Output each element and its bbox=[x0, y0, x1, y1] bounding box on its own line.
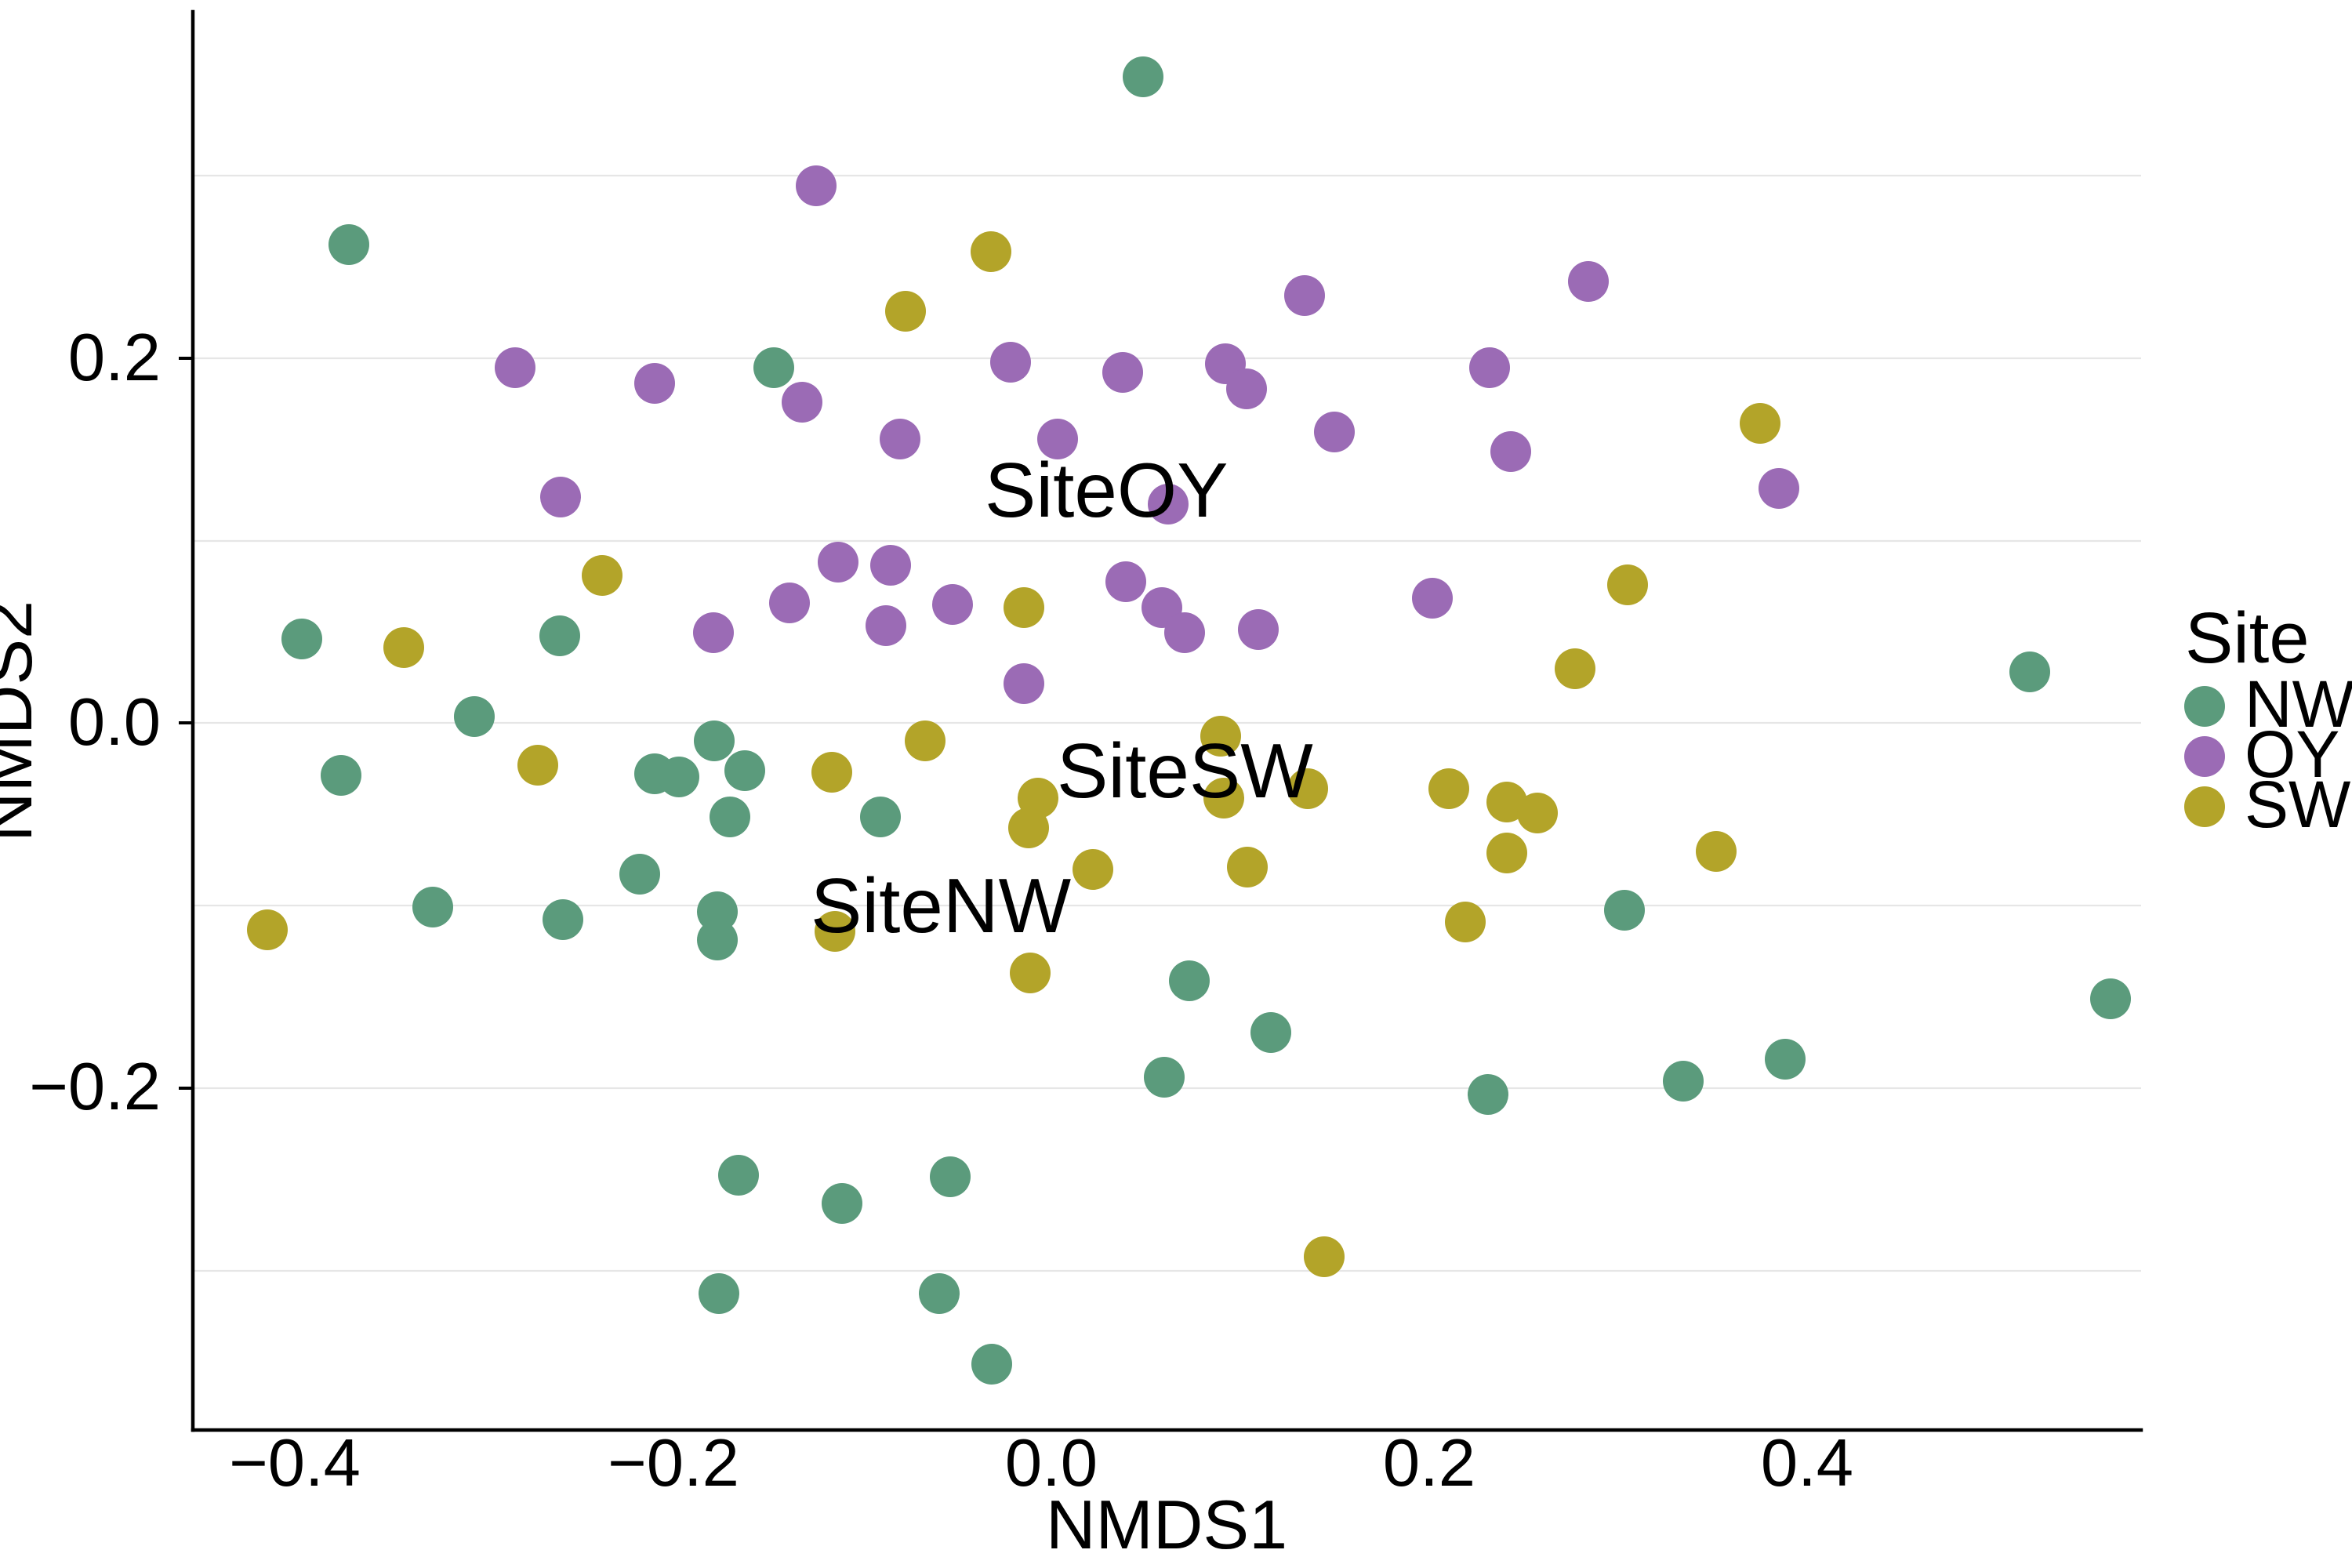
svg-text:SiteSW: SiteSW bbox=[1057, 728, 1313, 814]
svg-text:0.2: 0.2 bbox=[1383, 1426, 1475, 1501]
svg-text:0.2: 0.2 bbox=[68, 321, 161, 395]
svg-text:NMDS1: NMDS1 bbox=[1046, 1486, 1287, 1563]
svg-text:SW: SW bbox=[2245, 768, 2350, 841]
svg-text:NMDS2: NMDS2 bbox=[0, 601, 46, 842]
svg-text:−0.2: −0.2 bbox=[29, 1050, 161, 1124]
svg-text:−0.2: −0.2 bbox=[608, 1426, 739, 1501]
svg-text:SiteNW: SiteNW bbox=[811, 862, 1072, 949]
svg-text:Site: Site bbox=[2185, 598, 2310, 678]
svg-text:0.0: 0.0 bbox=[68, 685, 161, 760]
svg-text:0.4: 0.4 bbox=[1761, 1426, 1853, 1501]
svg-text:−0.4: −0.4 bbox=[229, 1426, 361, 1501]
svg-text:SiteOY: SiteOY bbox=[985, 447, 1228, 533]
